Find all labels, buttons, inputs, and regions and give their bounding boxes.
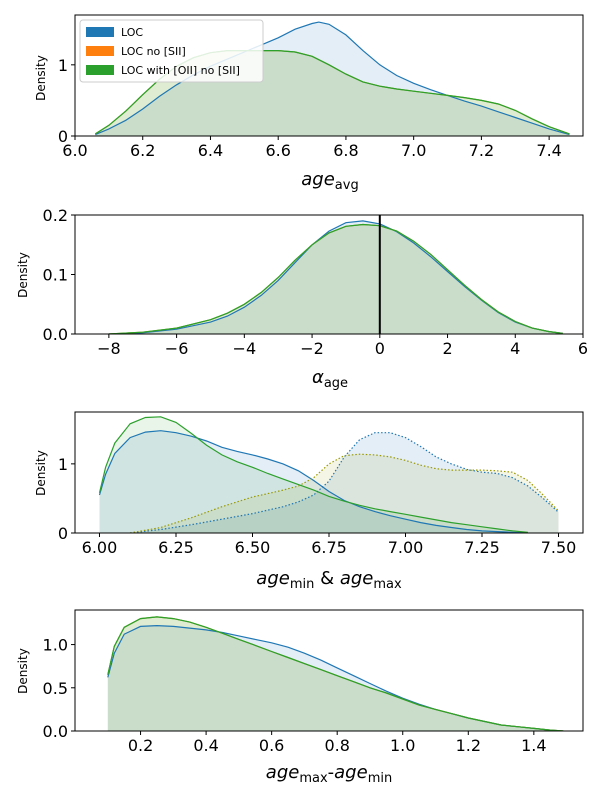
density-fill [107, 625, 564, 731]
y-tick-label: 1 [58, 56, 68, 75]
y-tick-label: 0.2 [43, 206, 68, 225]
x-tick-label: 0.6 [259, 736, 284, 755]
xlabel-sub: avg [335, 178, 359, 193]
density-line [98, 430, 528, 533]
x-tick-label: 6.4 [198, 141, 223, 160]
x-tick-label: 1.0 [390, 736, 415, 755]
xlabel-base: α [312, 367, 324, 388]
x-tick-label: 6.0 [62, 141, 87, 160]
x-tick-label: 6.6 [265, 141, 290, 160]
panel-alpha-age: Density αage −8 −6 −4 −2 0 2 4 6 0.0 0.1 0.2 [16, 206, 588, 391]
xlabel-sub2: max [373, 577, 402, 592]
x-tick-label: 4 [510, 339, 520, 358]
x-tick-label: 1.4 [521, 736, 546, 755]
xlabel-sub2: min [368, 771, 393, 786]
density-line [107, 616, 564, 731]
axes-frame [74, 14, 584, 137]
panel-age-range: Density agemax-agemin 0.2 0.4 0.6 0.8 1.0 1.2… [16, 609, 584, 786]
xlabel-sub: min [290, 577, 315, 592]
density-fill [107, 616, 564, 731]
x-tick-label: 0 [375, 339, 385, 358]
x-tick-label: 6.25 [158, 538, 194, 557]
x-tick-label: 6.75 [311, 538, 347, 557]
y-tick-label: 0.0 [43, 325, 68, 344]
xlabel-base2: age [340, 568, 374, 589]
legend: LOC LOC no [SII] LOC with [OII] no [SII] [79, 19, 264, 83]
density-line [95, 21, 570, 136]
y-tick-label: 1 [58, 455, 68, 474]
y-tick-label: 0 [58, 127, 68, 146]
plot-area [108, 220, 563, 334]
xlabel: αage [312, 367, 348, 391]
y-tick-label: 1.0 [43, 636, 68, 655]
y-tick-label: 0 [58, 524, 68, 543]
xlabel-sub: max [299, 771, 328, 786]
x-tick-label: 6.8 [333, 141, 358, 160]
density-line [108, 223, 563, 334]
x-tick-label: 1.2 [456, 736, 481, 755]
panel-age-avg: Density ageavg 6.0 6.2 6.4 6.6 6.8 7.0 7.2 7.4 0… [34, 14, 584, 193]
x-tick-label: 7.4 [536, 141, 561, 160]
x-tick-label: −2 [300, 339, 324, 358]
x-tick-label: 0.2 [128, 736, 153, 755]
xlabel: agemax-agemin [266, 762, 392, 786]
x-tick-label: 6.00 [82, 538, 118, 557]
legend-swatch [86, 46, 114, 56]
y-tick-label: 0.0 [43, 722, 68, 741]
xlabel-mid: - [328, 762, 335, 783]
axes-frame [74, 609, 584, 732]
legend-swatch [86, 27, 114, 37]
x-tick-label: 6.50 [235, 538, 271, 557]
legend-swatch [86, 65, 114, 75]
x-tick-label: 0.8 [324, 736, 349, 755]
x-tick-label: 7.00 [388, 538, 424, 557]
panel-age-min-max: Density agemin & agemax 6.00 6.25 6.50 6.75… [34, 411, 584, 592]
ylabel: Density [34, 55, 48, 101]
legend-label: LOC no [SII] [121, 45, 186, 58]
density-fill [108, 224, 563, 334]
density-fill [108, 220, 563, 334]
y-tick-label: 0.1 [43, 266, 68, 285]
xlabel-sub: age [324, 376, 348, 391]
density-line [98, 416, 528, 533]
legend-label: LOC [121, 26, 143, 39]
x-tick-label: 7.25 [464, 538, 500, 557]
xlabel: agemin & agemax [256, 568, 402, 592]
density-fill [108, 224, 563, 334]
x-tick-label: 2 [442, 339, 452, 358]
ylabel: Density [34, 450, 48, 496]
xlabel-base2: age [334, 762, 368, 783]
xlabel-mid: & [314, 568, 339, 589]
x-tick-label: 6.2 [130, 141, 155, 160]
xlabel-base: age [256, 568, 290, 589]
ylabel: Density [16, 648, 30, 694]
x-tick-label: 7.2 [469, 141, 494, 160]
x-tick-label: 6 [578, 339, 588, 358]
density-fill [99, 430, 528, 533]
xlabel: ageavg [301, 169, 358, 193]
xlabel-base: age [266, 762, 300, 783]
ylabel: Density [16, 252, 30, 298]
x-tick-label: −6 [165, 339, 189, 358]
x-tick-label: 7.50 [541, 538, 577, 557]
x-tick-label: −8 [97, 339, 121, 358]
plot-area [98, 416, 559, 533]
legend-box [79, 19, 264, 83]
density-fill [130, 454, 559, 533]
x-tick-label: 7.0 [401, 141, 426, 160]
density-fill [130, 432, 559, 533]
plot-area [107, 616, 564, 731]
y-tick-label: 0.5 [43, 679, 68, 698]
plot-area [94, 21, 570, 136]
density-line [129, 453, 559, 533]
density-fill [95, 22, 570, 136]
density-fill [107, 616, 564, 731]
density-line [130, 432, 559, 533]
x-tick-label: −4 [233, 339, 257, 358]
x-tick-label: 0.4 [193, 736, 218, 755]
legend-label: LOC with [OII] no [SII] [121, 64, 240, 77]
xlabel-base: age [301, 169, 335, 190]
